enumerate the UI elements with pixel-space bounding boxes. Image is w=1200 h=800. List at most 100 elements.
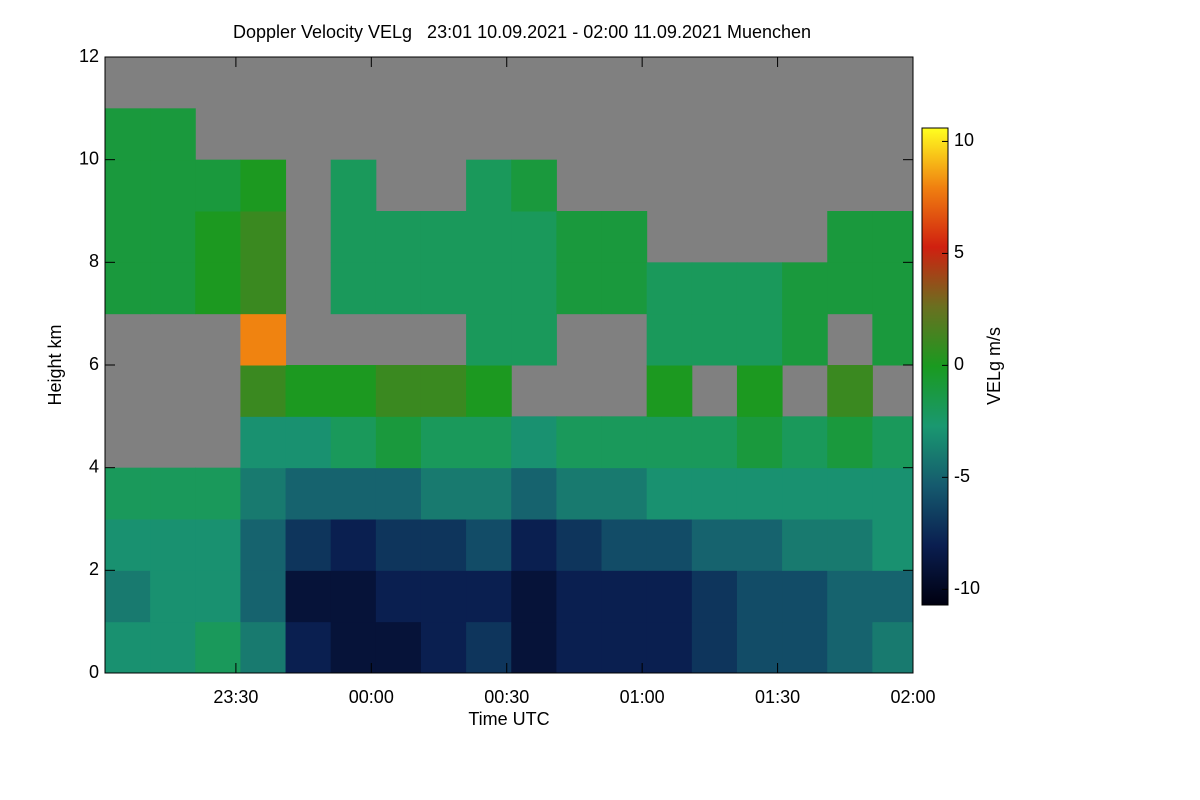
heatmap-cell [420, 365, 467, 417]
x-axis-label: Time UTC [468, 709, 549, 729]
heatmap-cell [782, 416, 828, 469]
heatmap-cell [105, 211, 151, 263]
heatmap-cell [285, 467, 332, 520]
heatmap-cell [466, 313, 512, 366]
heatmap-cell [105, 262, 151, 315]
heatmap-cell [646, 570, 693, 623]
heatmap-cell [827, 416, 873, 469]
heatmap-cell [827, 211, 873, 263]
heatmap-cell [466, 159, 512, 212]
heatmap-cell [240, 570, 287, 623]
heatmap-cell [691, 570, 738, 623]
heatmap-cell [466, 365, 512, 417]
heatmap-cell [195, 519, 241, 571]
y-tick-label: 10 [79, 148, 99, 168]
heatmap-cell [646, 313, 693, 366]
heatmap-cell [330, 365, 377, 417]
x-tick-label: 23:30 [213, 687, 258, 707]
heatmap-cell [646, 365, 693, 417]
heatmap-cell [420, 211, 467, 263]
heatmap-cell [827, 365, 873, 417]
heatmap-cell [511, 211, 557, 263]
heatmap-cell [240, 313, 287, 366]
heatmap-cell [285, 416, 332, 469]
heatmap-cell [375, 211, 422, 263]
heatmap-cell [601, 570, 648, 623]
colorbar-label: VELg m/s [984, 327, 1004, 405]
heatmap-cell [466, 416, 512, 469]
heatmap-cell [105, 570, 151, 623]
heatmap-cell [556, 467, 603, 520]
heatmap-cell [872, 467, 913, 520]
heatmap-cell [375, 621, 422, 673]
heatmap-cell [601, 211, 648, 263]
heatmap-cell [736, 365, 783, 417]
heatmap-cell [872, 570, 913, 623]
chart-title: Doppler Velocity VELg 23:01 10.09.2021 -… [233, 22, 811, 42]
heatmap-cell [691, 519, 738, 571]
heatmap-cell [872, 262, 913, 315]
heatmap-cell [466, 262, 512, 315]
heatmap-cell [420, 416, 467, 469]
heatmap-cell [511, 416, 557, 469]
heatmap-cell [736, 570, 783, 623]
heatmap-cell [240, 467, 287, 520]
heatmap-cell [150, 467, 196, 520]
colorbar-tick-label: -5 [954, 466, 970, 486]
heatmap-cell [736, 621, 783, 673]
heatmap-cell [736, 262, 783, 315]
heatmap-cell [285, 570, 332, 623]
heatmap-cell [240, 159, 287, 212]
heatmap-cell [827, 519, 873, 571]
heatmap-cell [556, 211, 603, 263]
y-tick-label: 8 [89, 251, 99, 271]
heatmap-cell [556, 570, 603, 623]
heatmap-cell [872, 313, 913, 366]
heatmap-cell [511, 313, 557, 366]
heatmap-cell [375, 262, 422, 315]
heatmap-cell [511, 519, 557, 571]
heatmap-cell [691, 621, 738, 673]
heatmap-cell [646, 262, 693, 315]
heatmap-cell [872, 621, 913, 673]
heatmap-cell [240, 416, 287, 469]
heatmap-cell [150, 570, 196, 623]
heatmap-cell [330, 416, 377, 469]
heatmap-cell [872, 211, 913, 263]
heatmap-cell [420, 519, 467, 571]
colorbar [921, 127, 949, 606]
y-tick-label: 0 [89, 662, 99, 682]
heatmap-cell [872, 416, 913, 469]
heatmap-cell [195, 262, 241, 315]
colorbar-tick-label: 0 [954, 354, 964, 374]
heatmap-cell [195, 570, 241, 623]
heatmap-cell [646, 467, 693, 520]
y-axis-label: Height km [45, 324, 65, 405]
heatmap-cell [601, 519, 648, 571]
heatmap-cell [736, 313, 783, 366]
heatmap-cell [420, 621, 467, 673]
heatmap-cell [872, 519, 913, 571]
heatmap-cell [511, 262, 557, 315]
heatmap-cell [420, 467, 467, 520]
heatmap-cell [375, 365, 422, 417]
heatmap-cell [150, 262, 196, 315]
heatmap-cell [511, 621, 557, 673]
heatmap-cell [150, 211, 196, 263]
heatmap-cell [330, 211, 377, 263]
heatmap-cell [511, 467, 557, 520]
heatmap-cell [782, 467, 828, 520]
heatmap-cell [646, 416, 693, 469]
heatmap-cell [556, 416, 603, 469]
heatmap-cell [601, 621, 648, 673]
heatmap-cell [105, 519, 151, 571]
heatmap-cell [150, 108, 196, 161]
heatmap-cell [556, 519, 603, 571]
heatmap-cell [420, 262, 467, 315]
heatmap-cell [691, 262, 738, 315]
heatmap-cell [556, 262, 603, 315]
heatmap-cell [105, 467, 151, 520]
heatmap-cell [330, 519, 377, 571]
heatmap-cell [466, 211, 512, 263]
